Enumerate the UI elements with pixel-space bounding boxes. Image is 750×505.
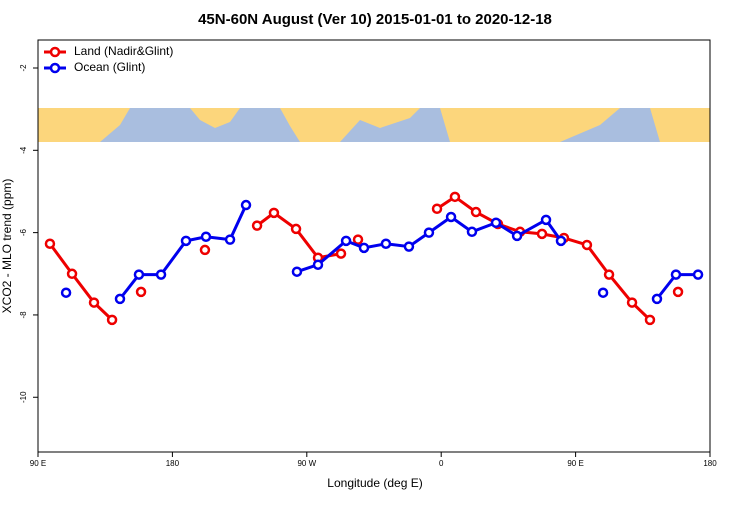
data-point <box>335 248 347 259</box>
data-point <box>106 314 118 326</box>
legend-marker <box>49 62 61 74</box>
data-point <box>180 235 192 247</box>
data-point <box>251 220 263 231</box>
data-point <box>423 227 435 238</box>
legend-label: Land (Nadir&Glint) <box>74 44 173 58</box>
data-point <box>466 226 478 238</box>
data-point <box>490 217 502 228</box>
data-point <box>597 287 609 298</box>
legend-label: Ocean (Glint) <box>74 60 145 74</box>
data-point <box>114 293 126 305</box>
data-point <box>511 230 523 242</box>
data-point <box>403 241 415 252</box>
data-point <box>692 269 704 280</box>
plot-frame <box>37 39 711 453</box>
y-tick-label: -6 <box>19 229 28 237</box>
x-tick-label: 180 <box>703 459 717 468</box>
data-point <box>449 191 461 203</box>
data-point <box>60 287 72 298</box>
chart-title: 45N-60N August (Ver 10) 2015-01-01 to 20… <box>198 11 552 28</box>
data-point <box>133 269 145 280</box>
x-tick-label: 180 <box>166 459 180 468</box>
x-tick-label: 90 E <box>30 459 46 468</box>
y-axis-label: XCO2 - MLO trend (ppm) <box>0 179 14 314</box>
data-point <box>581 239 593 251</box>
data-point <box>224 234 236 245</box>
data-point <box>135 286 147 298</box>
series-line <box>50 197 678 320</box>
data-point <box>603 269 615 280</box>
x-tick-label: 90 W <box>297 459 316 468</box>
data-point <box>199 244 211 256</box>
legend-marker <box>49 46 61 58</box>
data-point <box>651 293 663 305</box>
data-point <box>290 223 302 235</box>
data-point <box>380 238 392 249</box>
data-point <box>44 238 56 249</box>
data-point <box>66 268 78 280</box>
data-point <box>291 266 303 277</box>
data-point <box>540 214 552 226</box>
data-point <box>644 314 656 326</box>
data-point <box>88 297 100 308</box>
data-point <box>352 234 364 245</box>
data-point <box>340 235 352 247</box>
data-point <box>431 203 443 215</box>
data-point <box>670 269 682 280</box>
data-point <box>445 211 457 223</box>
data-point <box>626 297 638 308</box>
data-point <box>155 269 167 280</box>
data-point <box>200 231 212 242</box>
data-point <box>470 206 482 218</box>
data-point <box>536 228 548 240</box>
y-tick-label: -4 <box>19 146 28 154</box>
x-tick-label: 0 <box>439 459 444 468</box>
data-point <box>312 259 324 270</box>
y-tick-label: -8 <box>19 311 28 319</box>
x-tick-label: 90 E <box>567 459 583 468</box>
y-tick-label: -10 <box>19 391 28 403</box>
x-axis-label: Longitude (deg E) <box>327 476 422 490</box>
data-point <box>672 286 684 298</box>
data-point <box>555 235 567 247</box>
data-point <box>268 207 280 219</box>
data-point <box>240 199 252 211</box>
data-point <box>358 242 370 254</box>
y-tick-label: -2 <box>19 64 28 72</box>
world-map <box>38 108 710 142</box>
